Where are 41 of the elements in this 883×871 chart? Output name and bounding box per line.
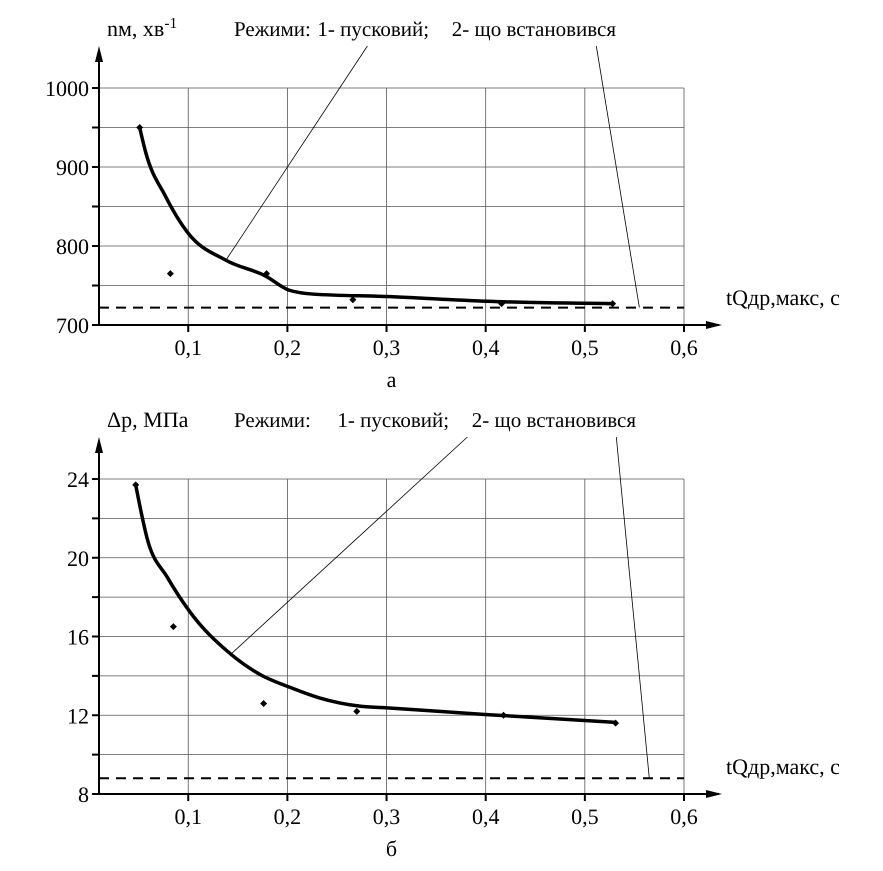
x-tick-label: 0,2 <box>274 804 302 829</box>
y-tick-label: 900 <box>56 155 89 180</box>
x-tick-label: 0,5 <box>571 335 599 360</box>
x-tick-label: 0,1 <box>174 804 202 829</box>
y-tick-label: 8 <box>78 782 89 807</box>
y-tick-label: 20 <box>67 546 89 571</box>
point <box>136 124 144 131</box>
x-axis-title: tQдр,макс, с <box>726 754 840 779</box>
point <box>260 700 268 707</box>
text: б <box>386 836 398 861</box>
annotation: 2- що встановився <box>452 17 616 41</box>
x-tick-label: 0,6 <box>670 335 698 360</box>
x-tick-label: 0,3 <box>372 335 400 360</box>
text: Режими: <box>234 17 311 41</box>
y-tick-label: 700 <box>56 313 89 338</box>
point <box>132 481 140 488</box>
x-tick-label: 0,2 <box>274 335 302 360</box>
point <box>170 623 177 630</box>
x-tick-label: 0,6 <box>670 804 698 829</box>
y-axis-title: Δp, МПа <box>107 407 189 432</box>
y-tick-label: 800 <box>56 234 89 259</box>
point <box>166 270 174 278</box>
x-tick-label: 0,1 <box>174 335 202 360</box>
annotation: 1- пусковий; <box>317 17 430 41</box>
point <box>612 720 620 727</box>
point <box>353 708 360 715</box>
y-tick-label: 24 <box>67 467 89 492</box>
y-axis-title: nм, хв$^{-1}$ <box>107 14 178 41</box>
x-tick-label: 0,3 <box>372 804 400 829</box>
x-tick-label: 0,5 <box>571 804 599 829</box>
point <box>349 296 356 304</box>
y-tick-label: 12 <box>67 703 89 728</box>
text: а <box>386 367 397 392</box>
x-tick-label: 0,4 <box>472 335 500 360</box>
y-tick-label: 16 <box>67 624 89 650</box>
x-tick-label: 0,4 <box>472 804 500 829</box>
annotation: 1- пусковий; <box>337 408 450 432</box>
annotation: 2- що встановився <box>472 408 636 432</box>
x-axis-title: tQдр,макс, с <box>726 285 840 310</box>
y-tick-label: 1000 <box>45 76 89 101</box>
text: Режими: <box>234 408 311 432</box>
